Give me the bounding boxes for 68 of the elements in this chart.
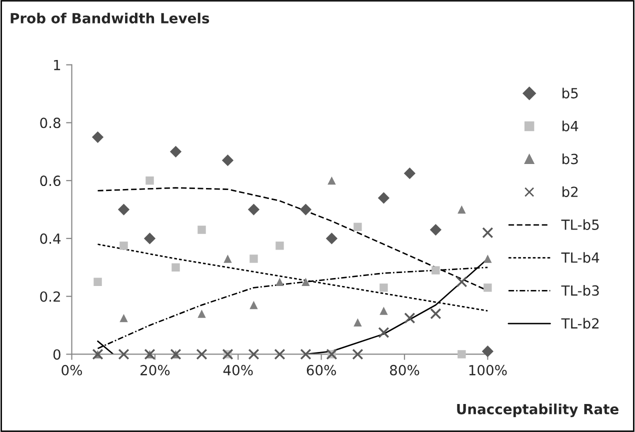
legend-label: b4 <box>562 120 578 132</box>
point <box>326 232 338 244</box>
point <box>196 348 208 360</box>
point <box>456 276 468 288</box>
point <box>482 346 494 358</box>
point <box>250 300 258 310</box>
x-tick-label: 40% <box>223 364 253 376</box>
point <box>300 348 312 360</box>
legend-label: TL-b5 <box>561 219 599 230</box>
y-tick-label: 0 <box>53 349 60 360</box>
legend-label: TL-b4 <box>561 252 600 263</box>
point <box>146 176 154 185</box>
x-tick-label: 100% <box>469 364 507 376</box>
point <box>380 284 388 292</box>
point <box>222 154 234 166</box>
x-tick-label: 20% <box>140 364 170 376</box>
point <box>120 314 128 322</box>
y-tick-label: 0.8 <box>40 118 60 128</box>
x-tick-label: 80% <box>390 364 420 376</box>
point <box>432 266 440 274</box>
legend-label: TL-b2 <box>561 318 599 329</box>
point <box>94 278 102 286</box>
point <box>352 348 364 360</box>
legend-label: b2 <box>562 186 578 198</box>
point <box>484 284 492 292</box>
point <box>144 232 156 244</box>
point <box>274 348 286 360</box>
point <box>248 348 260 360</box>
point <box>482 227 494 238</box>
point <box>170 146 182 158</box>
x-axis-title: Unacceptability Rate <box>457 404 618 418</box>
point <box>172 263 180 272</box>
point <box>198 310 206 318</box>
point <box>380 306 388 315</box>
point <box>224 254 232 263</box>
point <box>92 131 104 143</box>
legend-label: b3 <box>562 153 578 164</box>
point <box>198 226 206 234</box>
y-tick-label: 0.2 <box>40 291 60 302</box>
point <box>276 242 284 250</box>
y-axis-title: Prob of Bandwidth Levels <box>10 12 210 24</box>
point <box>354 318 362 327</box>
point <box>430 308 442 320</box>
point <box>378 192 390 204</box>
point <box>250 254 258 263</box>
y-tick-label: 1 <box>54 60 60 70</box>
point <box>404 312 416 324</box>
point <box>300 204 312 216</box>
point <box>458 205 466 214</box>
point <box>484 254 492 263</box>
legend-label: b5 <box>562 88 578 98</box>
point <box>430 224 442 236</box>
point <box>118 204 130 216</box>
y-tick-label: 0.6 <box>40 176 60 186</box>
x-tick-label: 60% <box>306 364 336 376</box>
x-tick-label: 0% <box>62 364 82 376</box>
y-tick-label: 0.4 <box>40 233 61 244</box>
point <box>458 350 466 358</box>
point <box>328 176 336 185</box>
point <box>302 278 310 286</box>
point <box>248 204 260 216</box>
point <box>120 242 128 250</box>
point <box>276 278 284 286</box>
legend-label: TL-b3 <box>561 285 599 296</box>
point <box>378 326 390 338</box>
point <box>354 222 362 231</box>
point <box>118 348 130 360</box>
point <box>404 168 416 180</box>
